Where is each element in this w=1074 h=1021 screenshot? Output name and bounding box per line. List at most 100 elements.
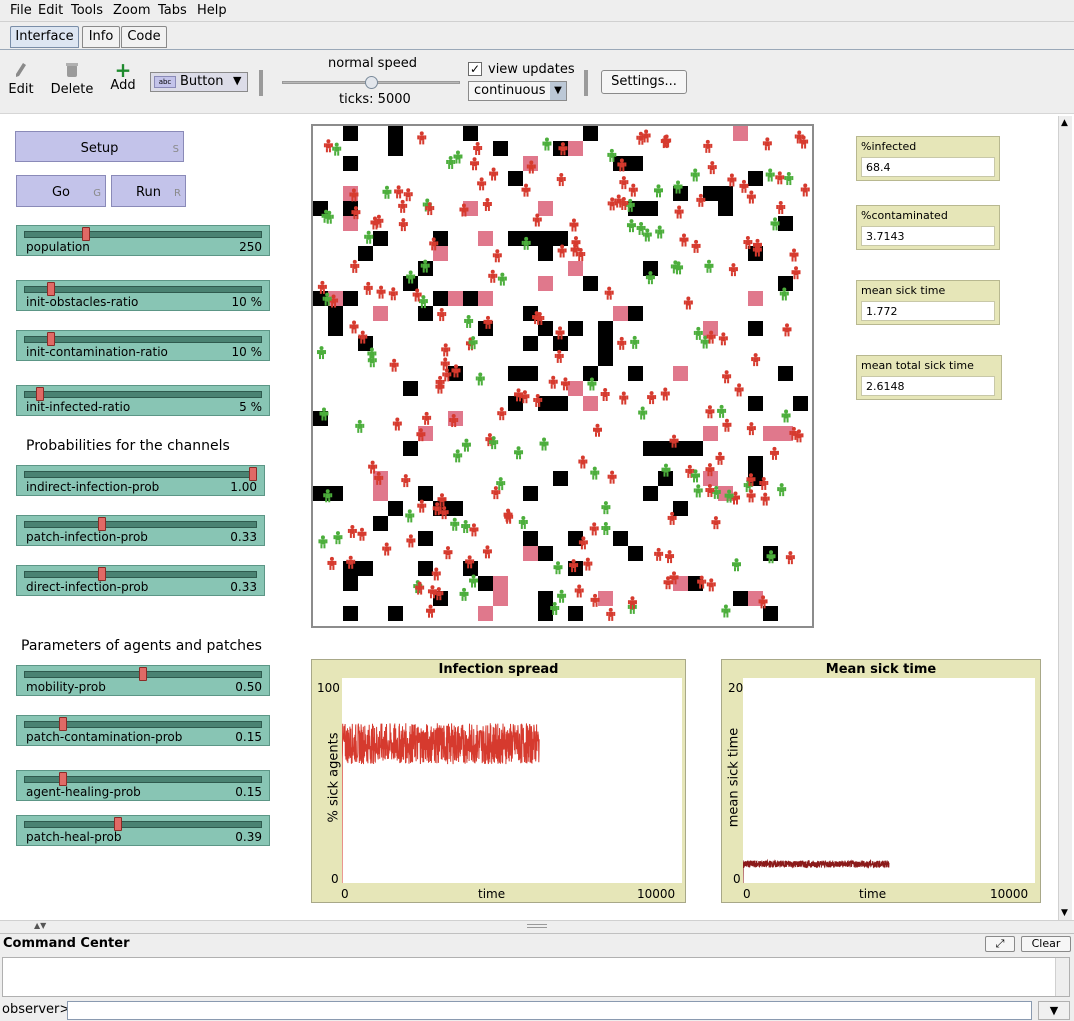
healthy-agent xyxy=(587,377,597,391)
slider-init-contamination-ratio[interactable]: init-contamination-ratio 10 % xyxy=(16,330,270,361)
sick-agent xyxy=(483,315,493,329)
output-scrollbar[interactable] xyxy=(1055,958,1069,996)
slider-knob[interactable] xyxy=(47,282,55,296)
slider-knob[interactable] xyxy=(47,332,55,346)
command-input[interactable] xyxy=(67,1001,1032,1020)
contaminated-patch xyxy=(493,576,508,591)
obstacle-patch xyxy=(343,156,358,171)
obstacle-patch xyxy=(553,471,568,486)
menu-zoom[interactable]: Zoom xyxy=(113,3,151,18)
slider-track[interactable] xyxy=(24,231,262,238)
slider-track[interactable] xyxy=(24,521,257,528)
slider-track[interactable] xyxy=(24,391,262,398)
sick-agent xyxy=(706,578,716,592)
scroll-down-icon[interactable]: ▼ xyxy=(1061,908,1068,918)
menu-help[interactable]: Help xyxy=(197,3,227,18)
go-button[interactable]: Go G xyxy=(16,175,106,207)
delete-tool[interactable]: Delete xyxy=(48,62,96,97)
expand-icon[interactable]: ⤢ xyxy=(985,936,1015,952)
slider-knob[interactable] xyxy=(35,387,44,401)
menu-tools[interactable]: Tools xyxy=(71,3,104,18)
menu-edit[interactable]: Edit xyxy=(38,3,64,18)
slider-track[interactable] xyxy=(24,721,262,728)
panel-splitter[interactable]: ▲▼ xyxy=(0,920,1074,933)
sick-agent xyxy=(746,489,756,503)
monitor-value: 68.4 xyxy=(861,157,995,177)
sick-agent xyxy=(363,281,373,295)
world-view[interactable] xyxy=(311,124,814,628)
widget-type-select[interactable]: abc Button ▼ xyxy=(150,72,248,92)
clear-button[interactable]: Clear xyxy=(1021,936,1071,952)
run-button[interactable]: Run R xyxy=(111,175,186,207)
obstacle-patch xyxy=(463,291,478,306)
settings-button[interactable]: Settings... xyxy=(601,70,687,94)
update-mode-select[interactable]: continuous ▼ xyxy=(468,81,567,101)
menu-file[interactable]: File xyxy=(10,3,32,18)
add-tool[interactable]: + Add xyxy=(106,60,140,93)
params-note: Parameters of agents and patches xyxy=(21,638,262,654)
drag-handle-icon[interactable] xyxy=(527,924,547,928)
slider-track[interactable] xyxy=(24,336,262,343)
slider-direct-infection-prob[interactable]: direct-infection-prob 0.33 xyxy=(16,565,265,596)
collapse-icon[interactable]: ▲▼ xyxy=(34,921,47,930)
sick-agent xyxy=(760,492,770,506)
slider-agent-healing-prob[interactable]: agent-healing-prob 0.15 xyxy=(16,770,270,801)
obstacle-patch xyxy=(418,531,433,546)
slider-knob[interactable] xyxy=(249,467,257,481)
sick-agent xyxy=(718,332,728,346)
obstacle-patch xyxy=(358,246,373,261)
slider-track[interactable] xyxy=(24,821,262,828)
slider-knob[interactable] xyxy=(113,817,122,831)
sick-agent xyxy=(785,551,795,565)
menu-tabs[interactable]: Tabs xyxy=(158,3,187,18)
command-center-title: Command Center xyxy=(3,936,130,951)
slider-knob[interactable] xyxy=(98,517,107,531)
contaminated-patch xyxy=(538,201,553,216)
speed-slider-knob[interactable] xyxy=(365,76,378,89)
view-updates-checkbox[interactable]: ✓ xyxy=(468,62,482,76)
sick-agent xyxy=(357,527,367,541)
slider-track[interactable] xyxy=(24,471,257,478)
slider-value: 5 % xyxy=(239,400,262,414)
tab-info[interactable]: Info xyxy=(82,26,120,48)
slider-init-obstacles-ratio[interactable]: init-obstacles-ratio 10 % xyxy=(16,280,270,311)
edit-tool[interactable]: Edit xyxy=(6,62,36,97)
sick-agent xyxy=(492,249,502,263)
obstacle-patch xyxy=(598,351,613,366)
sick-agent xyxy=(762,137,772,151)
sick-agent xyxy=(728,263,738,277)
monitor-label: mean sick time xyxy=(861,284,946,297)
obstacle-patch xyxy=(538,321,553,336)
go-button-label: Go xyxy=(51,185,71,200)
setup-button[interactable]: Setup S xyxy=(15,131,184,162)
slider-knob[interactable] xyxy=(98,567,107,581)
chevron-down-icon[interactable]: ▼ xyxy=(1038,1001,1070,1020)
sick-agent xyxy=(705,484,715,498)
slider-knob[interactable] xyxy=(58,717,67,731)
slider-track[interactable] xyxy=(24,571,257,578)
healthy-agent xyxy=(319,407,329,421)
tab-code[interactable]: Code xyxy=(121,26,167,48)
slider-knob[interactable] xyxy=(139,667,147,681)
plot-area xyxy=(742,678,1035,884)
monitor-mean-total-sick-time: mean total sick time 2.6148 xyxy=(856,355,1002,400)
slider-patch-contamination-prob[interactable]: patch-contamination-prob 0.15 xyxy=(16,715,270,746)
slider-knob[interactable] xyxy=(58,772,67,786)
slider-knob[interactable] xyxy=(81,227,90,241)
sick-agent xyxy=(437,493,447,507)
slider-mobility-prob[interactable]: mobility-prob 0.50 xyxy=(16,665,270,696)
slider-patch-heal-prob[interactable]: patch-heal-prob 0.39 xyxy=(16,815,270,846)
slider-track[interactable] xyxy=(24,286,262,293)
tab-interface[interactable]: Interface xyxy=(10,26,79,48)
toolbar-divider xyxy=(259,70,263,96)
speed-slider[interactable] xyxy=(282,76,460,89)
sick-agent xyxy=(497,407,507,421)
contaminated-patch xyxy=(748,291,763,306)
scroll-up-icon[interactable]: ▲ xyxy=(1061,118,1068,128)
slider-indirect-infection-prob[interactable]: indirect-infection-prob 1.00 xyxy=(16,465,265,496)
slider-patch-infection-prob[interactable]: patch-infection-prob 0.33 xyxy=(16,515,265,546)
slider-init-infected-ratio[interactable]: init-infected-ratio 5 % xyxy=(16,385,270,416)
vertical-scrollbar[interactable]: ▲ ▼ xyxy=(1058,116,1072,920)
slider-track[interactable] xyxy=(24,776,262,783)
slider-population[interactable]: population 250 xyxy=(16,225,270,256)
